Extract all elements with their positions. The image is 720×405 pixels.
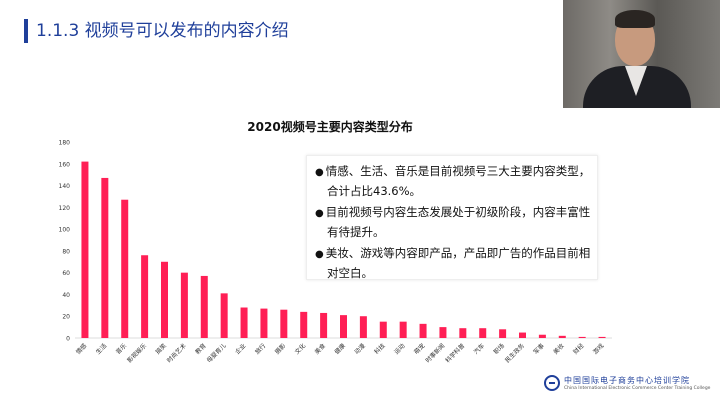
presenter-hair xyxy=(615,10,655,28)
bar xyxy=(598,336,606,338)
bar xyxy=(459,328,467,338)
slide-title: 1.1.3 视频号可以发布的内容介绍 xyxy=(36,21,289,41)
x-tick-label: 母婴育儿 xyxy=(205,342,228,365)
note-item: 目前视频号内容生态发展处于初级阶段，内容丰富性有待提升。 xyxy=(315,203,593,242)
bar xyxy=(578,336,586,338)
x-tick-label: 美食 xyxy=(313,342,327,356)
bar xyxy=(180,272,188,338)
y-tick-label: 120 xyxy=(59,205,71,212)
bar xyxy=(161,261,168,338)
header-accent-bar xyxy=(24,19,28,43)
bar xyxy=(499,329,507,338)
x-tick-label: 摄影 xyxy=(273,342,287,356)
x-tick-label: 教育 xyxy=(194,342,208,356)
bar xyxy=(121,199,129,338)
y-tick-label: 80 xyxy=(62,248,70,255)
presenter-video xyxy=(563,0,720,108)
bar xyxy=(340,315,347,338)
note-item: 情感、生活、音乐是目前视频号三大主要内容类型，合计占比43.6%。 xyxy=(315,162,593,201)
x-tick-label: 财经 xyxy=(571,342,585,356)
x-tick-label: 动漫 xyxy=(353,342,367,356)
x-tick-label: 搞笑 xyxy=(154,342,168,356)
x-tick-label: 职场 xyxy=(492,342,506,356)
x-tick-label: 情感 xyxy=(74,342,88,356)
chart-title: 2020视频号主要内容类型分布 xyxy=(247,120,413,134)
x-tick-label: 影视娱乐 xyxy=(125,342,148,365)
bar xyxy=(300,311,308,338)
logo-name-cn: 中国国际电子商务中心培训学院 xyxy=(564,376,690,385)
x-tick-label: 科学科普 xyxy=(444,342,467,365)
notes-box: 情感、生活、音乐是目前视频号三大主要内容类型，合计占比43.6%。 目前视频号内… xyxy=(306,155,598,280)
bar xyxy=(101,177,109,338)
bar xyxy=(379,321,387,338)
ciecc-logo: 中国国际电子商务中心培训学院 China International Elect… xyxy=(544,375,710,391)
bar xyxy=(240,307,248,338)
logo-name-en: China International Electronic Commerce … xyxy=(564,386,711,391)
bar xyxy=(419,323,427,338)
y-tick-label: 20 xyxy=(62,314,70,321)
bar xyxy=(558,335,566,338)
x-tick-label: 游戏 xyxy=(591,342,605,356)
x-tick-label: 萌宠 xyxy=(412,342,426,356)
bar xyxy=(479,328,487,338)
bar xyxy=(81,161,89,338)
bar xyxy=(141,255,149,338)
x-tick-label: 旅行 xyxy=(253,342,267,356)
x-tick-label: 民生政务 xyxy=(503,342,526,365)
x-tick-label: 军事 xyxy=(532,342,546,356)
bar xyxy=(538,334,546,338)
x-tick-label: 文化 xyxy=(293,342,307,356)
bar xyxy=(519,332,526,338)
logo-emblem-icon xyxy=(544,375,560,391)
bar xyxy=(220,293,228,338)
x-tick-label: 生活 xyxy=(94,342,108,356)
y-tick-label: 100 xyxy=(59,227,71,234)
x-tick-label: 科技 xyxy=(373,342,387,356)
x-tick-label: 汽车 xyxy=(472,342,486,356)
bar xyxy=(439,327,447,338)
y-tick-label: 40 xyxy=(62,292,70,299)
y-tick-label: 140 xyxy=(59,183,71,190)
note-item: 美妆、游戏等内容即产品，产品即广告的作品目前相对空白。 xyxy=(315,244,593,283)
x-tick-label: 运动 xyxy=(392,342,406,356)
bar xyxy=(320,312,328,338)
y-tick-label: 0 xyxy=(66,336,70,343)
x-tick-label: 时事新闻 xyxy=(424,342,447,365)
bar xyxy=(399,321,407,338)
y-tick-label: 180 xyxy=(59,140,71,147)
bar xyxy=(280,309,288,338)
bar xyxy=(200,275,208,338)
bar xyxy=(359,316,367,338)
x-tick-label: 美妆 xyxy=(552,342,566,356)
x-tick-label: 健康 xyxy=(333,342,347,356)
bar xyxy=(260,308,268,338)
x-tick-label: 音乐 xyxy=(114,342,128,356)
x-tick-label: 企业 xyxy=(233,342,247,356)
y-tick-label: 60 xyxy=(62,270,70,277)
x-tick-label: 时尚艺术 xyxy=(165,342,188,365)
y-tick-label: 160 xyxy=(59,161,71,168)
